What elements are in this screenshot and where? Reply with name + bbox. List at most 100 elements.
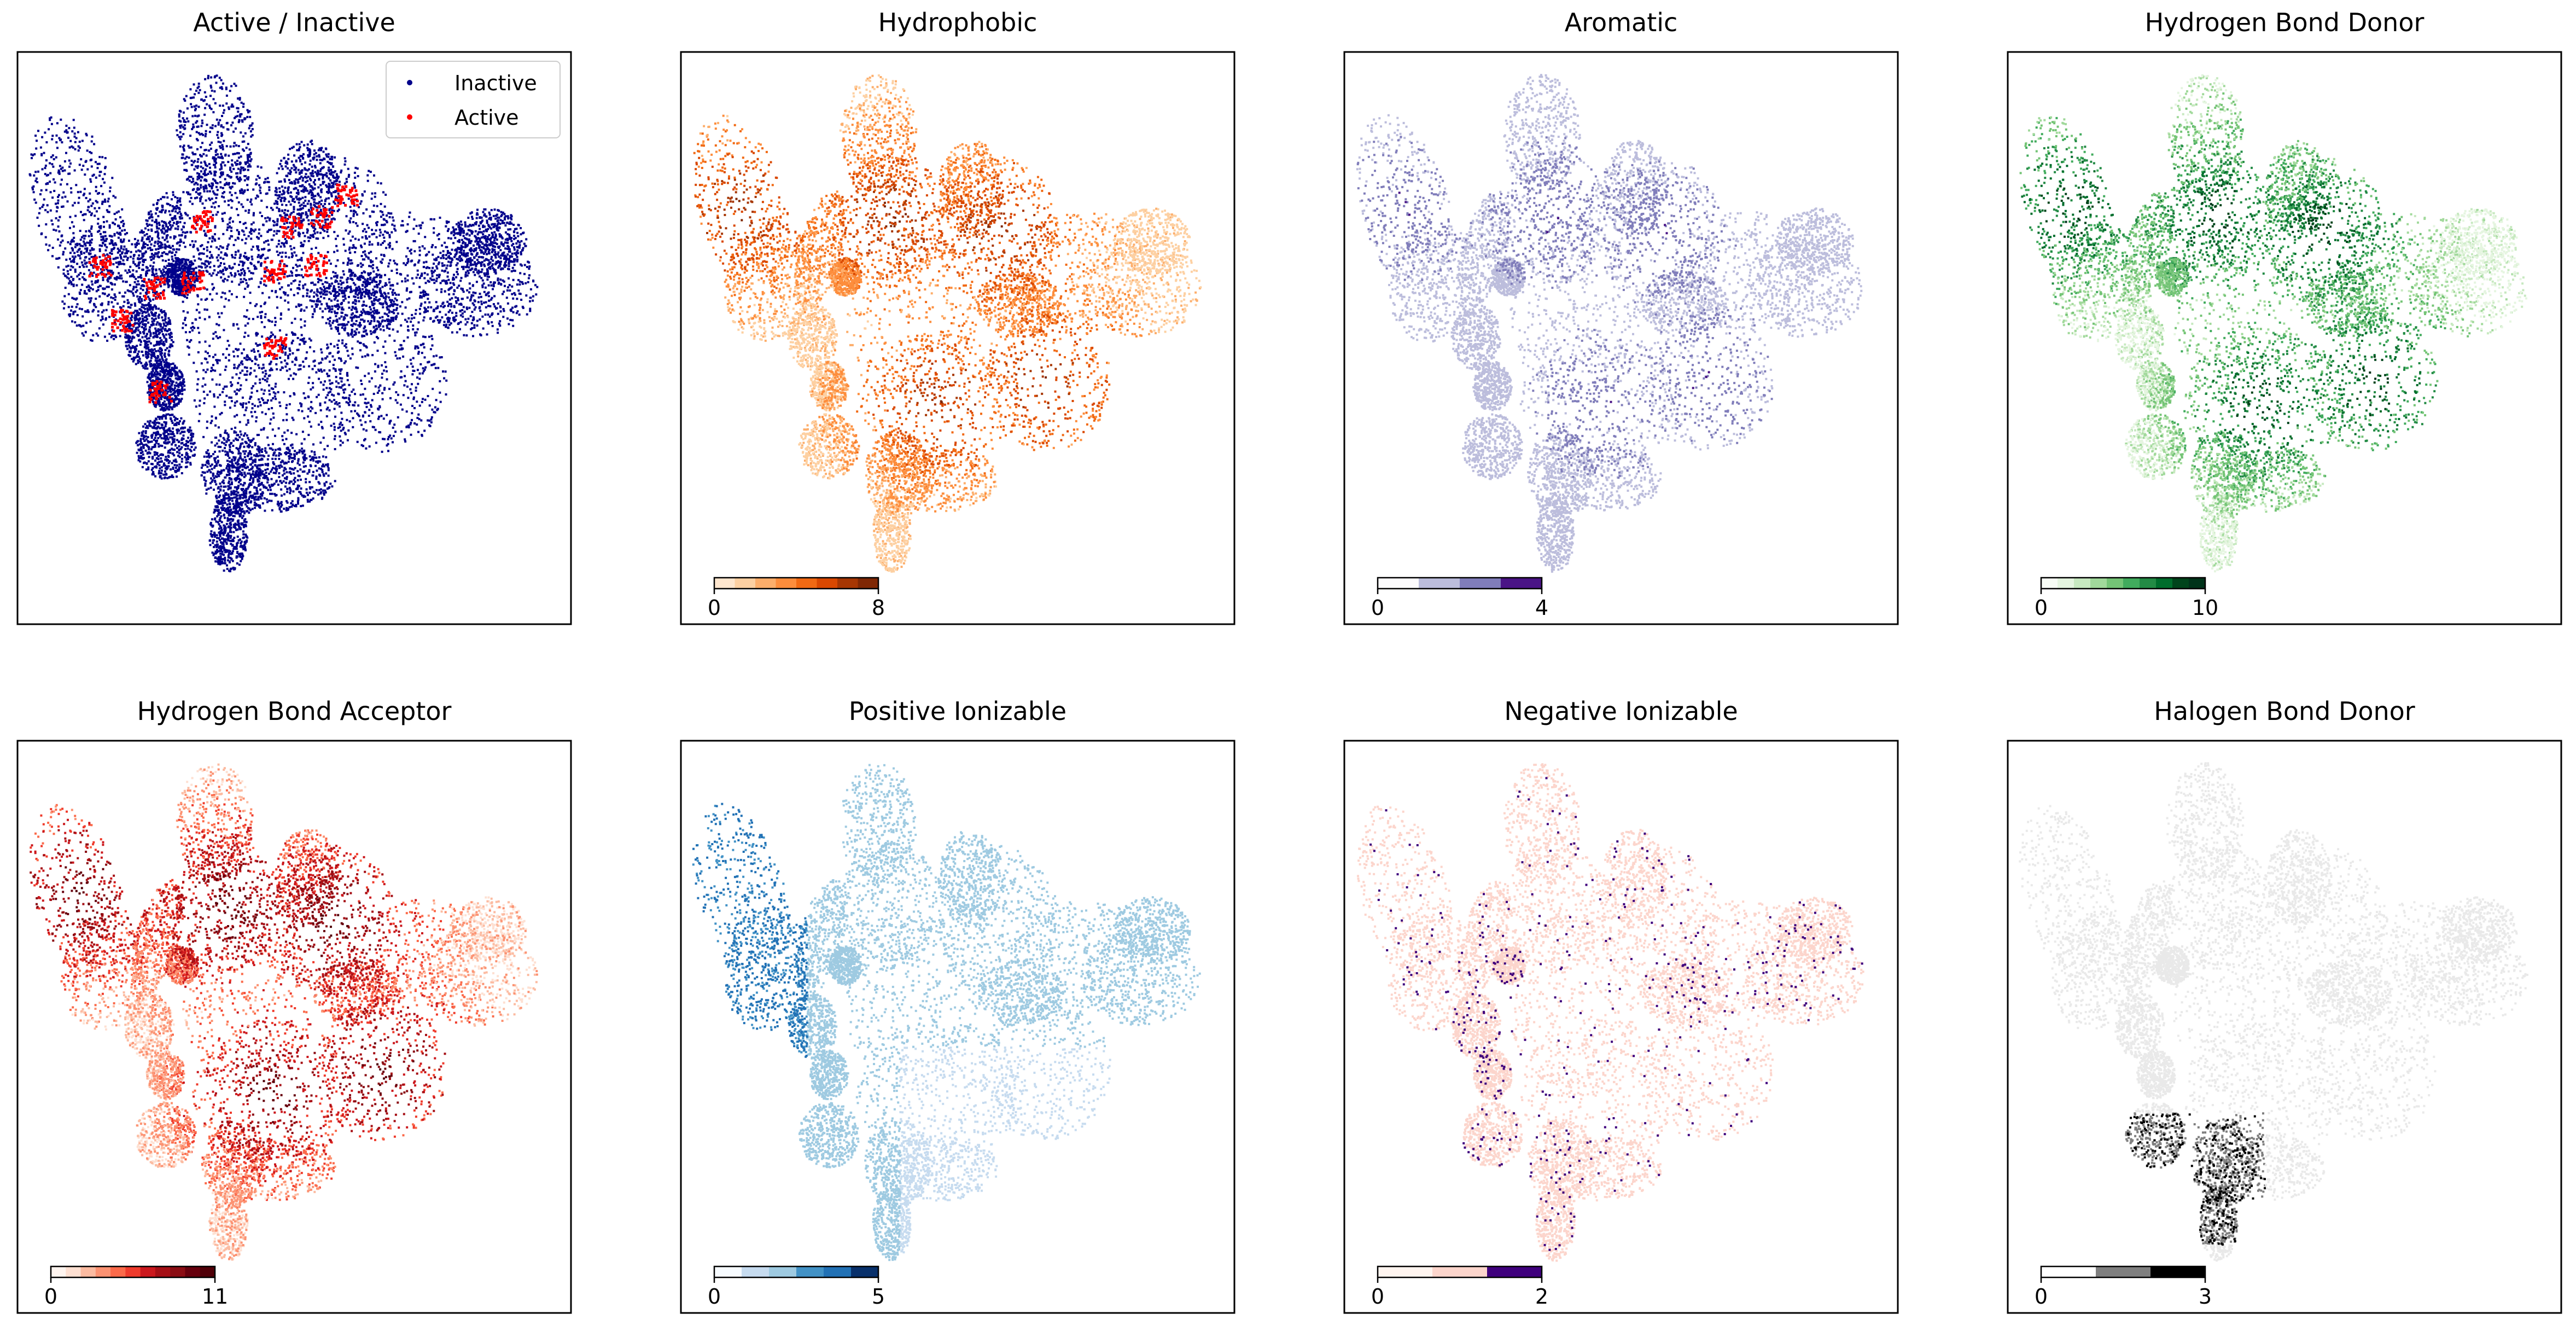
colorbar-segment	[2140, 578, 2157, 589]
scatter-points	[2019, 74, 2527, 573]
point-group	[735, 197, 1047, 404]
colorbar-segment	[2189, 578, 2206, 589]
point-group	[899, 1047, 1111, 1254]
scatter-plot-area: 0 11	[16, 740, 572, 1314]
scatter-points	[1356, 74, 1863, 573]
colorbar-segment	[2156, 578, 2173, 589]
point-group	[2125, 1112, 2266, 1246]
panel-title: Positive Ionizable	[848, 696, 1067, 726]
colorbar-segment	[95, 1266, 111, 1277]
scatter-plot-area: Inactive Active	[16, 51, 572, 625]
point-group	[2065, 197, 2389, 414]
axes-frame	[1343, 740, 1899, 1314]
colorbar-segment	[2123, 578, 2140, 589]
colorbar-segment	[2041, 1266, 2096, 1277]
scatter-points	[30, 763, 538, 1261]
colorbar-segment	[1432, 1266, 1488, 1277]
colorbar-segment	[796, 578, 817, 589]
axes-frame	[16, 740, 572, 1314]
colorbar-segment	[2041, 578, 2058, 589]
colorbar-segment	[2058, 578, 2074, 589]
colorbar-segment	[1378, 578, 1419, 589]
scatter-points	[2019, 762, 2528, 1262]
point-group	[699, 74, 1201, 571]
colorbar-segment	[858, 578, 879, 589]
point-group	[2019, 92, 2471, 515]
point-group	[692, 805, 808, 1054]
colorbar-max-label: 10	[2192, 596, 2218, 620]
colorbar: 0 11	[44, 1265, 228, 1309]
colorbar-segment	[2107, 578, 2124, 589]
colorbar-outline	[1377, 1265, 1543, 1278]
axes-frame	[2007, 51, 2562, 625]
colorbar-min-label: 0	[2035, 596, 2048, 620]
axes-frame	[680, 740, 1235, 1314]
colorbar-segment	[824, 1266, 852, 1277]
colorbar-segment	[140, 1266, 156, 1277]
colorbar-min-label: 0	[1371, 1284, 1384, 1309]
panel-hydrogen-bond-donor: Hydrogen Bond Donor 0 10	[2007, 8, 2562, 625]
colorbar-outline	[50, 1265, 216, 1278]
colorbar-segment	[80, 1266, 96, 1277]
colorbar-segment	[2074, 578, 2091, 589]
scatter-points	[1357, 763, 1864, 1262]
legend-marker	[407, 80, 412, 85]
panel-title: Halogen Bond Donor	[2154, 696, 2415, 726]
point-group	[52, 866, 415, 1124]
colorbar-segment	[66, 1266, 81, 1277]
colorbar-outline	[1377, 577, 1543, 590]
scatter-points	[28, 74, 539, 573]
colorbar-max-label: 5	[872, 1284, 885, 1309]
colorbar-segment	[1460, 578, 1501, 589]
colorbar-min-label: 0	[708, 1284, 721, 1309]
colorbar-max-label: 2	[1535, 1284, 1548, 1309]
colorbar-min-label: 0	[44, 1284, 57, 1309]
colorbar-max-label: 11	[202, 1284, 228, 1309]
colorbar: 0 10	[2035, 577, 2218, 620]
panel-title: Aromatic	[1564, 8, 1678, 37]
point-group	[1357, 763, 1864, 1262]
colorbar-segment	[125, 1266, 141, 1277]
point-group	[2019, 762, 2528, 1262]
point-group	[2023, 117, 2446, 499]
colorbar-segment	[1501, 578, 1542, 589]
panel-title: Hydrogen Bond Acceptor	[137, 696, 452, 726]
point-group	[1356, 74, 1863, 573]
legend-box	[386, 61, 561, 138]
colorbar-segment	[769, 1266, 797, 1277]
scatter-points	[693, 74, 1202, 573]
colorbar-segment	[735, 578, 756, 589]
colorbar-segment	[796, 1266, 824, 1277]
colorbar-segment	[2172, 578, 2189, 589]
legend-label: Inactive	[454, 71, 537, 95]
panel-title: Negative Ionizable	[1504, 696, 1738, 726]
colorbar-max-label: 8	[872, 596, 885, 620]
colorbar-segment	[714, 578, 735, 589]
point-group	[798, 764, 1201, 1262]
panel-title: Active / Inactive	[193, 8, 395, 37]
colorbar-segment	[714, 1266, 742, 1277]
axes-frame	[16, 51, 572, 625]
point-group	[2041, 178, 2391, 431]
colorbar-segment	[837, 578, 858, 589]
colorbar-segment	[817, 578, 838, 589]
colorbar-outline	[2040, 577, 2206, 590]
axes-frame	[2007, 740, 2562, 1314]
colorbar-max-label: 4	[1535, 596, 1548, 620]
colorbar-segment	[1378, 1266, 1433, 1277]
colorbar-segment	[155, 1266, 171, 1277]
axes-frame	[1343, 51, 1899, 625]
colorbar-segment	[185, 1266, 201, 1277]
colorbar-outline	[713, 1265, 879, 1278]
panel-active-inactive: Active / Inactive Inactive Active	[16, 8, 572, 625]
